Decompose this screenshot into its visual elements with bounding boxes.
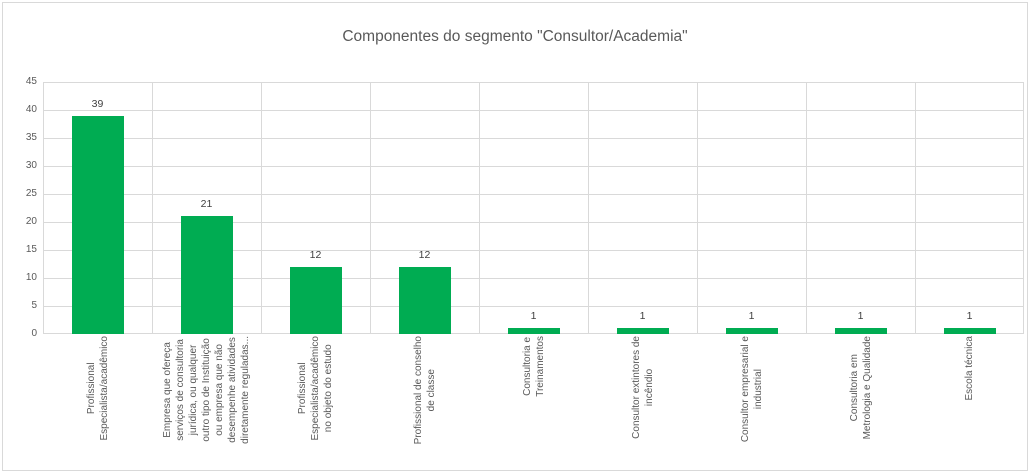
- y-axis-tick-label: 0: [31, 328, 37, 339]
- gridline-horizontal: [43, 306, 1024, 307]
- gridline-vertical: [152, 82, 153, 334]
- bar-data-label: 39: [91, 98, 104, 110]
- x-axis-category: Consultoria em Metrologia e Qualidade: [806, 334, 915, 468]
- y-axis-tick-label: 5: [31, 300, 37, 311]
- x-axis-tick-label: Empresa que ofereça serviços de consulto…: [162, 336, 251, 444]
- x-axis-label-rotator: Profissional de conselho de classe: [370, 336, 479, 464]
- x-axis-tick-label: Profissional Especialista/acadêmico: [85, 336, 110, 441]
- y-axis-tick-label: 10: [25, 272, 37, 283]
- y-axis-tick-label: 35: [25, 132, 37, 143]
- gridline-vertical: [370, 82, 371, 334]
- x-axis-category: Consultor empresarial e industrial: [697, 334, 806, 468]
- gridline-vertical: [915, 82, 916, 334]
- bar[interactable]: [617, 328, 669, 334]
- bar-data-label: 1: [639, 310, 646, 322]
- bar-data-label: 1: [530, 310, 537, 322]
- x-axis-category: Empresa que ofereça serviços de consulto…: [152, 334, 261, 468]
- x-axis-label-rotator: Consultoria em Metrologia e Qualidade: [806, 336, 915, 464]
- gridline-vertical: [1023, 82, 1024, 334]
- gridline-vertical: [43, 82, 44, 334]
- bar[interactable]: [72, 116, 124, 334]
- gridline-horizontal: [43, 194, 1024, 195]
- x-axis-tick-label: Consultoria e Treinamentos: [521, 336, 546, 397]
- x-axis-tick-label: Profissional de conselho de classe: [412, 336, 437, 445]
- x-axis-label-rotator: Consultor extintores de incêndio: [588, 336, 697, 464]
- y-axis-tick-label: 20: [25, 216, 37, 227]
- x-axis-label-rotator: Escola técnica: [915, 336, 1024, 464]
- x-axis-label-rotator: Profissional Especialista/acadêmico: [43, 336, 152, 464]
- bar-data-label: 1: [748, 310, 755, 322]
- plot-area: 39 21 12 12 1 1 1 1 1: [43, 82, 1024, 334]
- y-axis-tick-label: 45: [25, 76, 37, 87]
- gridline-horizontal: [43, 222, 1024, 223]
- x-axis-label-rotator: Profissional Especialista/acadêmico no o…: [261, 336, 370, 464]
- gridline-vertical: [588, 82, 589, 334]
- bar[interactable]: [726, 328, 778, 334]
- bar-data-label: 12: [309, 249, 322, 261]
- gridline-vertical: [697, 82, 698, 334]
- gridline-horizontal: [43, 166, 1024, 167]
- x-axis-tick-label: Consultor extintores de incêndio: [630, 336, 655, 439]
- x-axis-category: Profissional Especialista/acadêmico no o…: [261, 334, 370, 468]
- bar[interactable]: [944, 328, 996, 334]
- bar[interactable]: [290, 267, 342, 334]
- bar[interactable]: [835, 328, 887, 334]
- x-axis-category: Escola técnica: [915, 334, 1024, 468]
- x-axis-category: Consultor extintores de incêndio: [588, 334, 697, 468]
- x-axis-category: Consultoria e Treinamentos: [479, 334, 588, 468]
- y-axis-tick-label: 30: [25, 160, 37, 171]
- bar[interactable]: [508, 328, 560, 334]
- x-axis-tick-label: Profissional Especialista/acadêmico no o…: [297, 336, 334, 441]
- y-axis-tick-label: 25: [25, 188, 37, 199]
- gridline-vertical: [261, 82, 262, 334]
- bar[interactable]: [399, 267, 451, 334]
- gridline-horizontal: [43, 138, 1024, 139]
- gridline-horizontal: [43, 250, 1024, 251]
- bar-data-label: 1: [857, 310, 864, 322]
- x-axis-tick-label: Escola técnica: [964, 336, 975, 401]
- y-axis-tick-label: 40: [25, 104, 37, 115]
- y-axis-tick-label: 15: [25, 244, 37, 255]
- x-axis-label-rotator: Consultoria e Treinamentos: [479, 336, 588, 464]
- x-axis-category: Profissional Especialista/acadêmico: [43, 334, 152, 468]
- x-axis-label-rotator: Consultor empresarial e industrial: [697, 336, 806, 464]
- gridline-vertical: [479, 82, 480, 334]
- x-axis-tick-label: Consultor empresarial e industrial: [739, 336, 764, 443]
- gridline-horizontal: [43, 82, 1024, 83]
- x-axis-tick-label: Consultoria em Metrologia e Qualidade: [848, 336, 873, 440]
- gridline-vertical: [806, 82, 807, 334]
- x-axis: Profissional Especialista/acadêmico Empre…: [43, 334, 1024, 470]
- bar[interactable]: [181, 216, 233, 334]
- x-axis-category: Profissional de conselho de classe: [370, 334, 479, 468]
- bar-data-label: 12: [418, 249, 431, 261]
- gridline-horizontal: [43, 278, 1024, 279]
- gridline-horizontal: [43, 110, 1024, 111]
- bar-data-label: 21: [200, 198, 213, 210]
- x-axis-label-rotator: Empresa que ofereça serviços de consulto…: [152, 336, 261, 464]
- bar-data-label: 1: [966, 310, 973, 322]
- chart-title: Componentes do segmento "Consultor/Acade…: [342, 28, 688, 45]
